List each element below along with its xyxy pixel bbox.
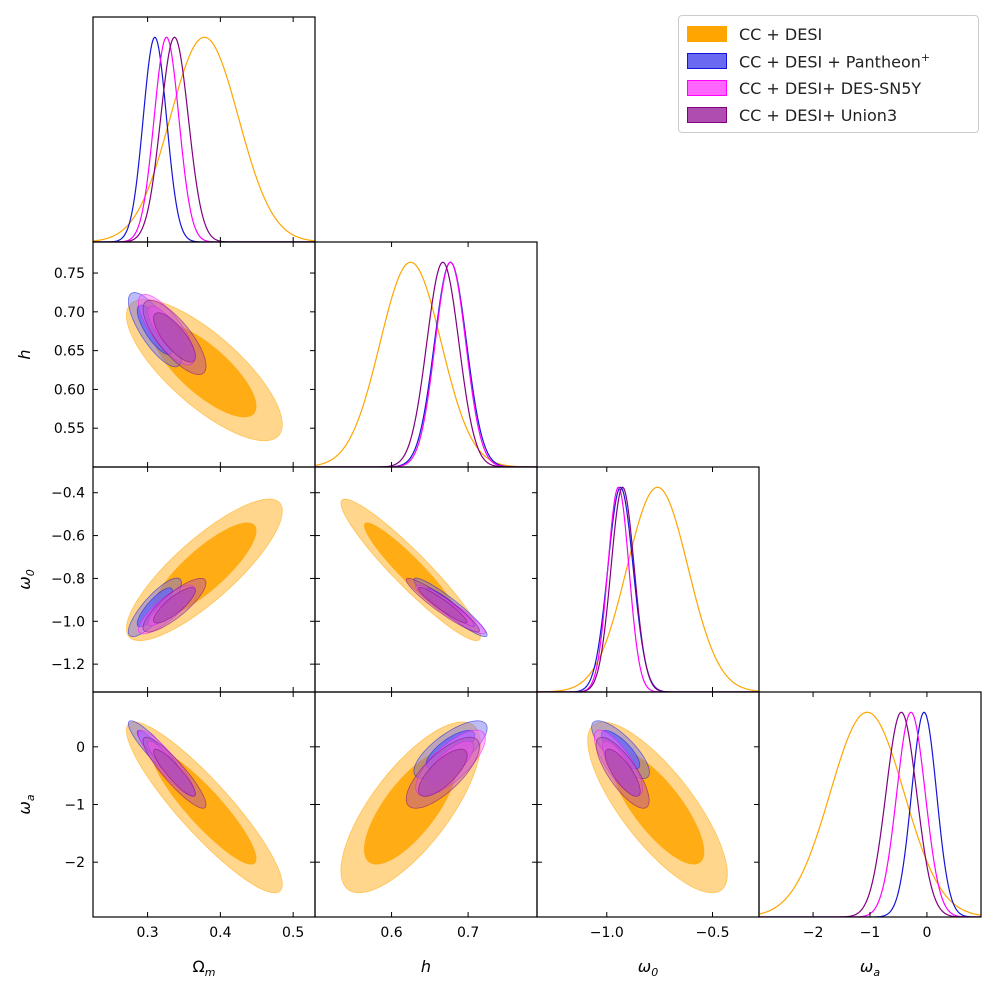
legend-item-des-sn5y: CC + DESI+ DES-SN5Y <box>687 77 921 99</box>
y-tick-label-h: 0.60 <box>54 382 85 398</box>
x-tick-label-wa: 0 <box>922 925 931 941</box>
legend-label: CC + DESI <box>739 24 823 44</box>
legend-item-union3: CC + DESI+ Union3 <box>687 104 897 126</box>
marginal-Om-series-2 <box>93 36 315 242</box>
marginal-wa-series-3 <box>759 711 981 917</box>
y-tick-label-w0: −0.4 <box>51 486 85 502</box>
legend-swatch-cc-desi <box>687 26 727 42</box>
x-axis-title-wa: ωa <box>860 957 880 979</box>
marginal-wa-series-1 <box>759 711 981 917</box>
marginal-w0-series-1 <box>537 486 759 692</box>
panel-Om-Om <box>93 36 315 242</box>
x-tick-label-Om: 0.4 <box>209 925 231 941</box>
x-axis-title-w0: ω0 <box>638 957 658 979</box>
legend-swatch-union3 <box>687 107 727 123</box>
contour-Om-h-series-3-68% <box>153 312 196 363</box>
panel-frame <box>314 241 538 468</box>
x-tick-label-w0: −1.0 <box>590 925 624 941</box>
panel-h-h <box>315 261 537 467</box>
marginal-Om-series-1 <box>93 36 315 242</box>
y-axis-title-w0: ω0 <box>15 569 37 589</box>
y-tick-label-w0: −1.0 <box>51 614 85 630</box>
contour-h-wa-series-3-68% <box>418 748 468 797</box>
y-tick-label-h: 0.55 <box>54 421 85 437</box>
y-tick-label-w0: −0.8 <box>51 571 85 587</box>
legend-item-pantheon: CC + DESI + Pantheon+ <box>687 50 930 72</box>
panel-w0-wa <box>587 720 728 894</box>
legend: CC + DESI CC + DESI + Pantheon+ CC + DES… <box>678 15 979 133</box>
y-axis-title-h: h <box>15 349 34 359</box>
marginal-w0-series-2 <box>537 486 759 692</box>
x-tick-label-wa: −2 <box>803 925 824 941</box>
panel-w0-w0 <box>537 486 759 692</box>
legend-label: CC + DESI + Pantheon+ <box>739 51 930 71</box>
y-tick-label-wa: 0 <box>76 740 85 756</box>
y-axis-title-wa: ωa <box>15 794 37 814</box>
panel-h-w0 <box>340 498 488 642</box>
panel-h-wa <box>340 720 488 894</box>
legend-label-sup: + <box>920 50 931 64</box>
y-tick-label-h: 0.70 <box>54 305 85 321</box>
x-tick-label-wa: −1 <box>860 925 881 941</box>
marginal-Om-series-3 <box>93 36 315 242</box>
marginal-h-series-3 <box>315 261 537 467</box>
marginal-wa-series-2 <box>759 711 981 917</box>
legend-swatch-des-sn5y <box>687 80 727 96</box>
y-tick-label-w0: −1.2 <box>51 657 85 673</box>
x-tick-label-Om: 0.3 <box>136 925 158 941</box>
x-axis-title-sub: a <box>873 966 880 979</box>
y-tick-label-h: 0.75 <box>54 266 85 282</box>
panel-frame <box>92 16 316 243</box>
legend-label: CC + DESI+ Union3 <box>739 105 898 125</box>
panel-Om-h <box>126 292 283 442</box>
x-axis-title-sub: 0 <box>651 966 658 979</box>
legend-item-cc-desi: CC + DESI <box>687 23 822 45</box>
legend-label: CC + DESI+ DES-SN5Y <box>739 78 922 98</box>
x-axis-title-sub: m <box>205 966 216 979</box>
x-axis-title-h: h <box>421 957 431 976</box>
marginal-h-series-2 <box>315 261 537 467</box>
contour-Om-wa-series-3-68% <box>153 748 196 797</box>
marginal-Om-series-0 <box>93 36 315 242</box>
marginal-h-series-1 <box>315 261 537 467</box>
x-tick-label-h: 0.7 <box>457 925 479 941</box>
panel-Om-wa <box>126 720 283 894</box>
marginal-h-series-0 <box>315 261 537 467</box>
panel-frame <box>536 466 760 693</box>
x-tick-label-Om: 0.5 <box>282 925 304 941</box>
legend-label-text: CC + DESI + Pantheon <box>739 52 921 72</box>
marginal-w0-series-3 <box>537 486 759 692</box>
contour-Om-w0-series-3-68% <box>153 586 196 624</box>
contour-h-w0-series-3-68% <box>418 586 468 624</box>
marginal-w0-series-0 <box>537 486 759 692</box>
y-axis-title-sub: 0 <box>24 569 37 576</box>
x-tick-label-h: 0.6 <box>380 925 402 941</box>
y-tick-label-h: 0.65 <box>54 344 85 360</box>
x-tick-label-w0: −0.5 <box>695 925 729 941</box>
contour-w0-wa-series-3-68% <box>604 748 641 797</box>
y-tick-label-wa: −1 <box>64 798 85 814</box>
y-axis-title-sub: a <box>24 794 37 801</box>
panel-wa-wa <box>759 711 981 917</box>
marginal-wa-series-0 <box>759 711 981 916</box>
y-tick-label-wa: −2 <box>64 855 85 871</box>
panel-Om-w0 <box>126 498 283 642</box>
y-tick-label-w0: −0.6 <box>51 529 85 545</box>
legend-swatch-pantheon <box>687 53 727 69</box>
x-axis-title-Om: Ωm <box>193 957 216 979</box>
